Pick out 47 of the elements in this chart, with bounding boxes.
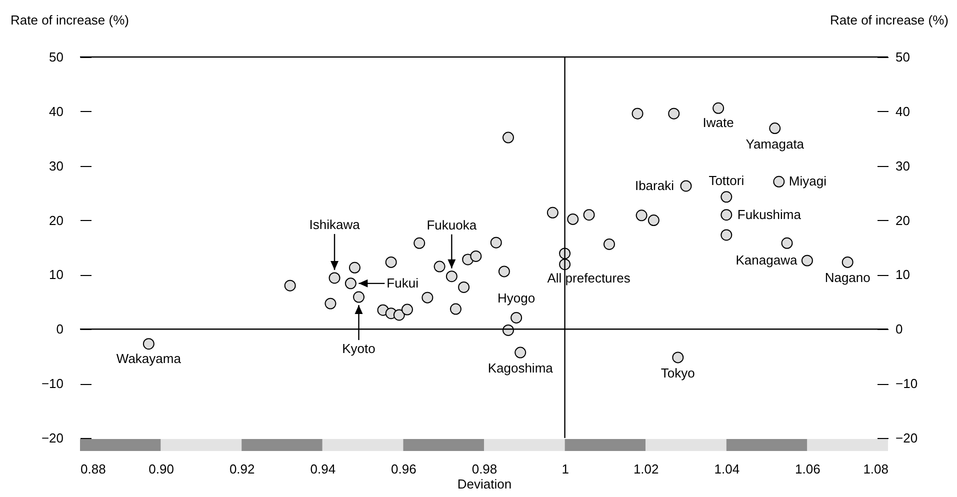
annotation: Kanagawa [736,252,798,268]
annotation: Nagano [824,270,870,286]
y2-tick-label: 30 [896,158,910,174]
x-tick-label: 0.96 [391,462,416,476]
y2-tick-label: 50 [896,50,910,64]
annotation: Fukuoka [426,217,478,232]
x-tick-label: 0.92 [229,462,255,476]
annotation: Kagoshima [488,360,554,376]
x-tick-label: 1.06 [795,462,820,476]
annotation: Miyagi [788,174,827,189]
x-axis-title: Deviation [457,476,512,492]
x-tick-label: 1 [562,462,569,476]
x-tick-label: 0.88 [80,462,106,476]
y2-tick-label: 10 [896,267,910,282]
x-tick-label: 1.08 [863,462,888,476]
annotation: Wakayama [116,350,182,366]
y2-tick-label: 0 [896,322,903,337]
x-tick-label: 0.90 [148,462,174,476]
annotation: All prefectures [547,270,631,286]
annotation: Kyoto [342,341,376,356]
y-tick-label: −20 [41,430,64,446]
y-tick-label: 30 [49,158,64,174]
y2-tick-label: 40 [896,104,910,119]
x-tick-label: 1.04 [714,462,740,476]
y2-tick-label: −10 [896,376,918,392]
annotation: Iwate [702,115,734,130]
x-tick-label: 0.94 [310,462,336,476]
y-tick-label: 20 [49,212,64,228]
y2-tick-label: −20 [896,430,918,446]
annotation: Yamagata [746,136,805,152]
y2-axis-title: Rate of increase (%) [830,12,948,28]
y-tick-label: 50 [49,50,64,64]
annotation: Ibaraki [634,178,674,193]
annotation: Fukushima [737,206,802,222]
annotation: Tottori [708,172,744,188]
y-tick-label: 0 [56,322,64,337]
annotation: Tokyo [660,365,695,380]
y-tick-label: 40 [49,104,64,119]
y-tick-label: 10 [49,267,64,282]
x-tick-label: 0.98 [472,462,498,476]
y-axis-title: Rate of increase (%) [10,12,129,28]
x-tick-label: 1.02 [633,462,659,476]
y-tick-label: −10 [41,376,64,392]
annotation: Ishikawa [309,216,361,232]
annotation: Hyogo [498,290,536,306]
y2-tick-label: 20 [896,212,910,228]
annotation: Fukui [386,275,419,290]
